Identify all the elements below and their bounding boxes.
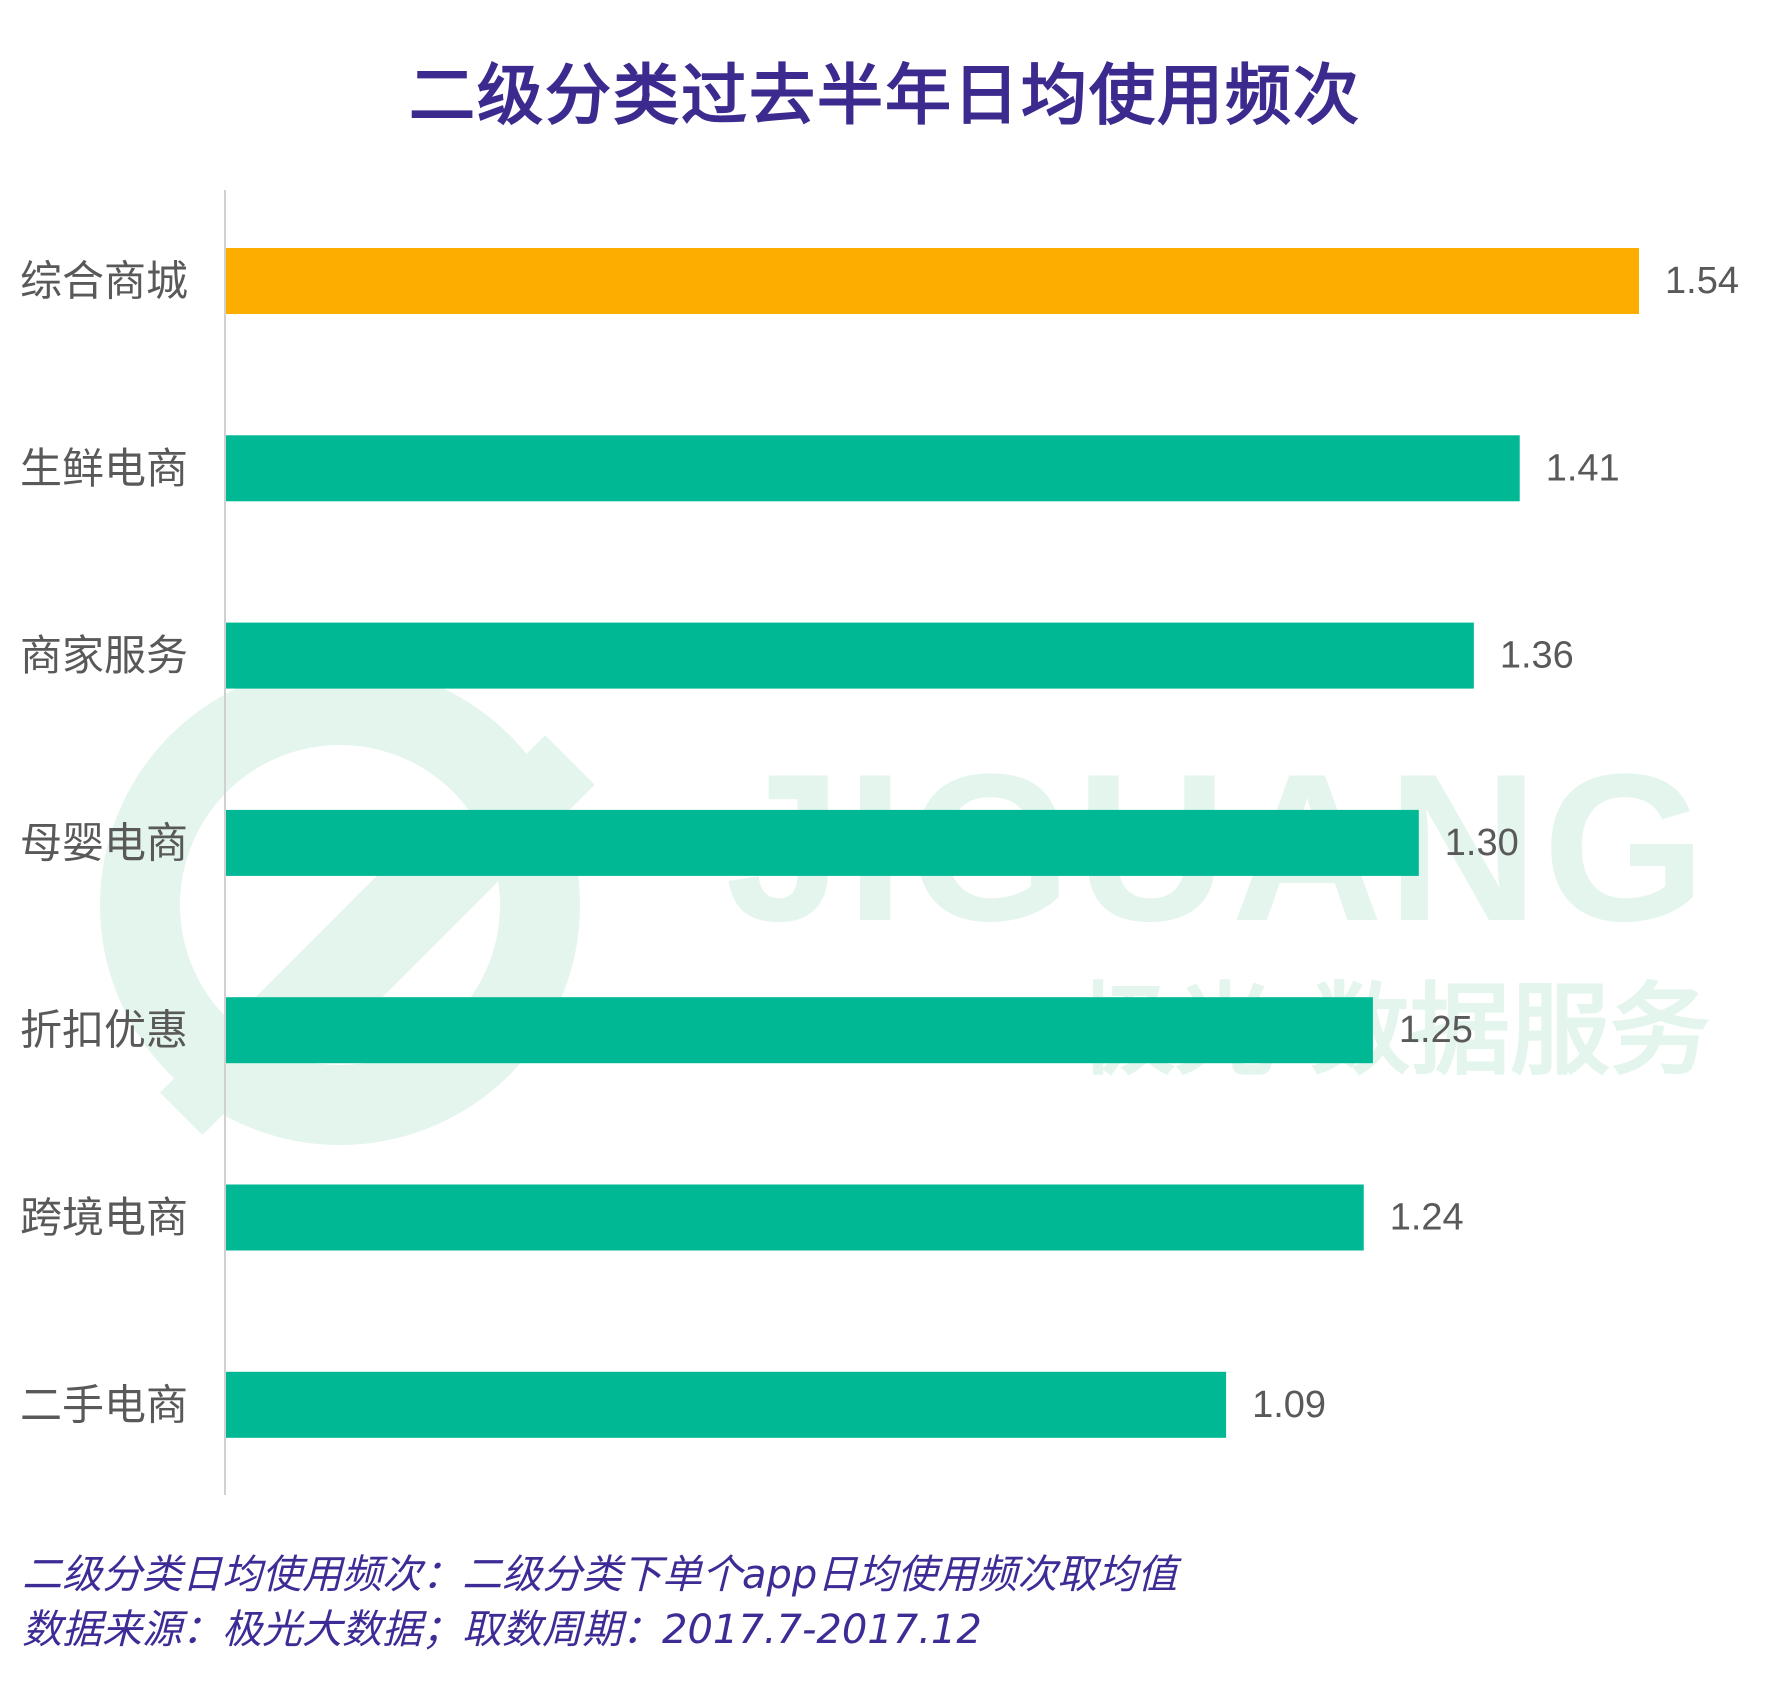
value-label: 1.54 — [1665, 260, 1739, 302]
value-label: 1.25 — [1399, 1009, 1473, 1051]
value-label: 1.36 — [1500, 635, 1574, 677]
bar — [226, 997, 1373, 1064]
bar — [226, 435, 1520, 502]
category-label: 折扣优惠 — [20, 1006, 188, 1055]
bars — [226, 248, 1639, 1438]
bar — [226, 622, 1474, 689]
value-label: 1.30 — [1445, 822, 1519, 864]
watermark-logo-icon — [100, 665, 595, 1145]
value-label: 1.24 — [1390, 1197, 1464, 1239]
category-label: 母婴电商 — [20, 818, 188, 867]
category-label: 综合商城 — [20, 257, 188, 306]
category-label: 跨境电商 — [20, 1193, 188, 1242]
footnote-definition: 二级分类日均使用频次：二级分类下单个app日均使用频次取均值 — [22, 1552, 1178, 1598]
value-label: 1.41 — [1546, 447, 1620, 489]
category-label: 二手电商 — [20, 1380, 188, 1429]
bar — [226, 248, 1639, 314]
chart-title: 二级分类过去半年日均使用频次 — [409, 57, 1361, 134]
value-label: 1.09 — [1252, 1384, 1326, 1426]
bar — [226, 1184, 1364, 1251]
value-labels: 1.54 1.41 1.36 1.30 1.25 1.24 1.09 — [1252, 260, 1739, 1426]
category-label: 生鲜电商 — [20, 444, 188, 493]
bar — [226, 809, 1419, 876]
watermark: JIGUANG 极光 数据服务 — [100, 665, 1710, 1145]
bar — [226, 1371, 1227, 1438]
footnote-source: 数据来源：极光大数据；取数周期：2017.7-2017.12 — [22, 1607, 982, 1653]
category-label: 商家服务 — [20, 631, 188, 680]
